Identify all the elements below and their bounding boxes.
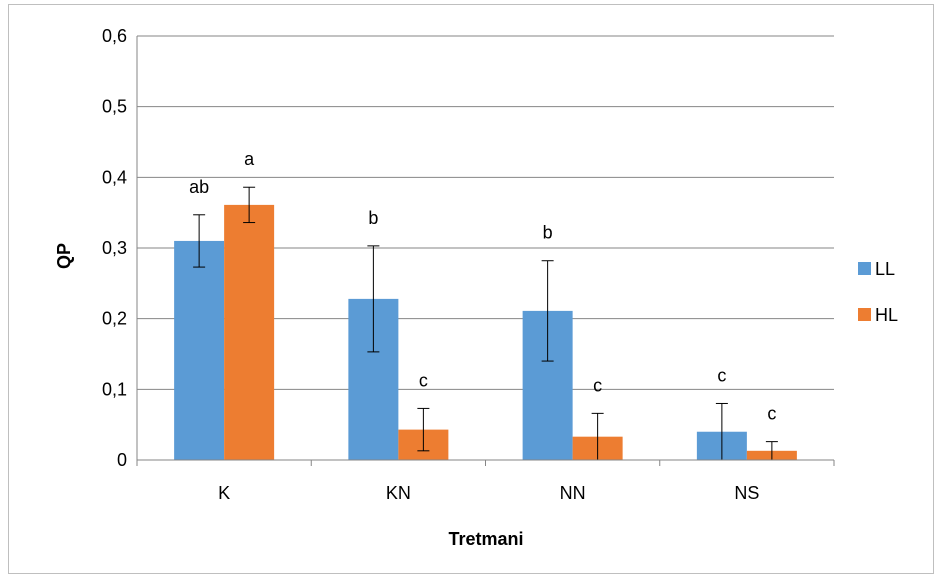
- significance-labels: ab b b c a c c c: [189, 149, 776, 423]
- x-tick-label: K: [218, 483, 230, 503]
- y-tick-label: 0,4: [102, 167, 127, 187]
- legend-swatch-ll: [858, 262, 871, 275]
- y-tick-label: 0,5: [102, 97, 127, 117]
- bar-hl-k: [224, 204, 275, 460]
- y-tick-label: 0,6: [102, 26, 127, 46]
- significance-label: a: [244, 149, 255, 169]
- legend: LL HL: [858, 259, 898, 325]
- legend-label-ll: LL: [875, 259, 895, 279]
- legend-label-hl: HL: [875, 305, 898, 325]
- bars: [174, 204, 797, 460]
- error-bars: [193, 186, 778, 461]
- significance-label: ab: [189, 177, 209, 197]
- x-tick-label: NN: [560, 483, 586, 503]
- y-tick-label: 0,2: [102, 309, 127, 329]
- x-tick-label: NS: [734, 483, 759, 503]
- x-tick-label: KN: [386, 483, 411, 503]
- axes: 0 0,1 0,2 0,3 0,4 0,5 0,6 K KN NN NS: [102, 26, 835, 503]
- significance-label: c: [419, 370, 428, 390]
- significance-label: b: [368, 208, 378, 228]
- x-axis-title: Tretmani: [448, 529, 523, 549]
- y-tick-label: 0,3: [102, 238, 127, 258]
- bar-ll-k: [174, 240, 225, 460]
- significance-label: c: [593, 375, 602, 395]
- y-axis-title: QP: [54, 243, 74, 269]
- legend-swatch-hl: [858, 308, 871, 321]
- significance-label: b: [543, 223, 553, 243]
- y-tick-label: 0,1: [102, 379, 127, 399]
- y-tick-label: 0: [117, 450, 127, 470]
- chart-frame: [8, 4, 934, 574]
- significance-label: c: [717, 365, 726, 385]
- significance-label: c: [767, 404, 776, 424]
